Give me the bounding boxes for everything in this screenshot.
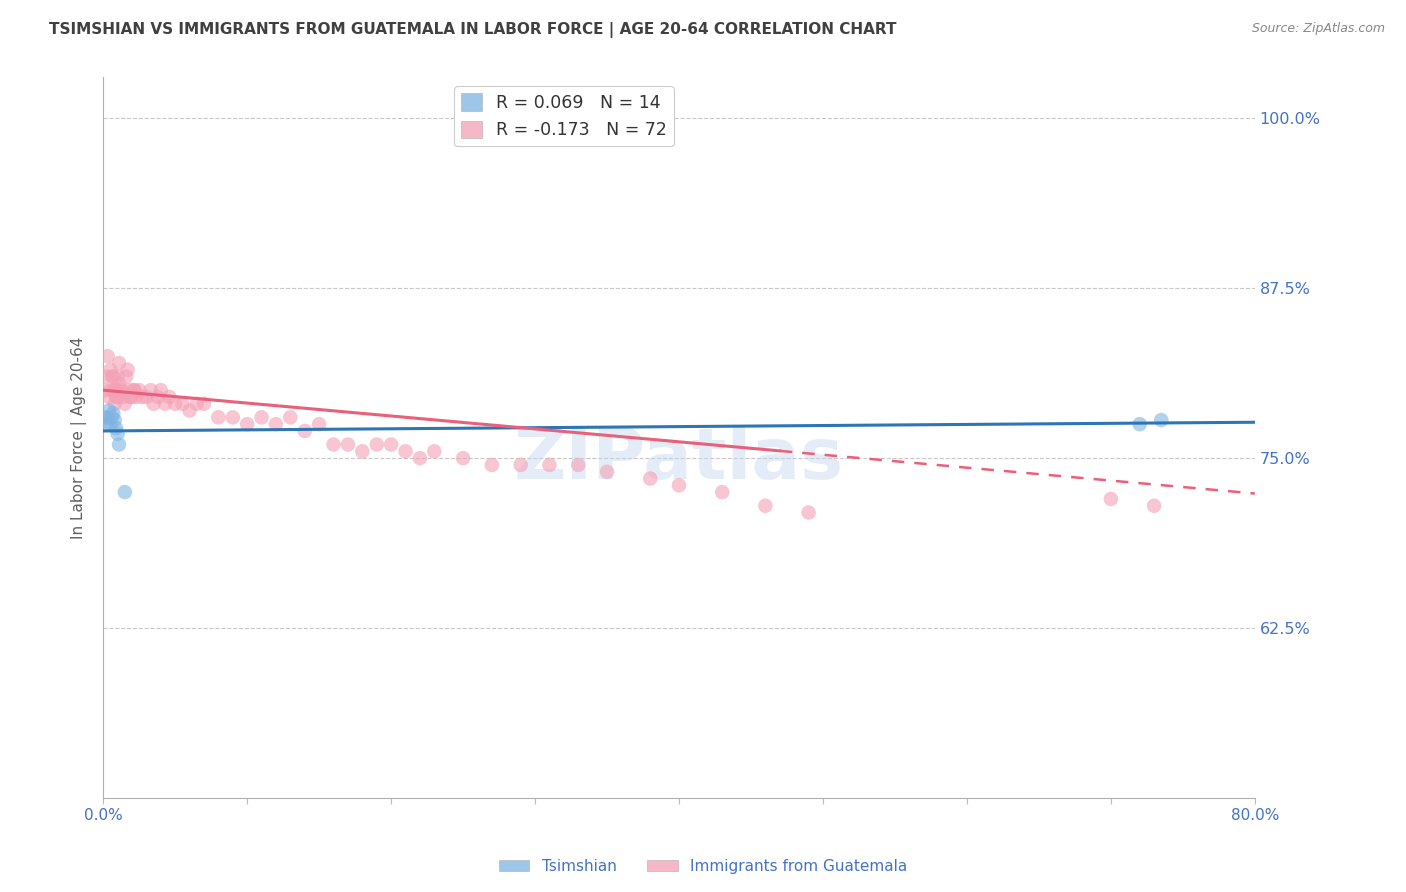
Point xyxy=(1099,491,1122,506)
Point xyxy=(165,397,187,411)
Point xyxy=(352,444,374,458)
Point xyxy=(135,390,157,404)
Point xyxy=(98,390,121,404)
Point xyxy=(101,369,124,384)
Point xyxy=(103,383,125,397)
Point xyxy=(754,499,776,513)
Point xyxy=(110,383,132,397)
Point xyxy=(264,417,287,432)
Point xyxy=(250,410,273,425)
Point xyxy=(117,363,139,377)
Point xyxy=(111,383,134,397)
Point xyxy=(139,383,162,397)
Point xyxy=(146,390,169,404)
Point xyxy=(105,390,128,404)
Point xyxy=(114,397,136,411)
Point xyxy=(179,403,201,417)
Point xyxy=(481,458,503,472)
Point xyxy=(100,363,122,377)
Point xyxy=(149,383,172,397)
Point xyxy=(94,369,117,384)
Point xyxy=(222,410,245,425)
Point xyxy=(108,437,131,451)
Point xyxy=(668,478,690,492)
Point xyxy=(711,485,734,500)
Point xyxy=(366,437,388,451)
Point xyxy=(100,383,122,397)
Point xyxy=(172,397,194,411)
Point xyxy=(112,390,135,404)
Point xyxy=(107,390,129,404)
Point xyxy=(96,349,118,363)
Point xyxy=(186,397,208,411)
Point xyxy=(121,390,143,404)
Point xyxy=(638,471,661,485)
Point xyxy=(107,426,129,441)
Point xyxy=(104,413,127,427)
Point xyxy=(409,451,432,466)
Point xyxy=(108,356,131,370)
Point xyxy=(103,369,125,384)
Point xyxy=(94,417,117,432)
Point xyxy=(153,397,176,411)
Point xyxy=(93,410,115,425)
Legend: R = 0.069   N = 14, R = -0.173   N = 72: R = 0.069 N = 14, R = -0.173 N = 72 xyxy=(454,87,673,146)
Point xyxy=(101,410,124,425)
Point xyxy=(96,410,118,425)
Point xyxy=(108,376,131,391)
Point xyxy=(380,437,402,451)
Point xyxy=(797,506,820,520)
Point xyxy=(120,390,142,404)
Point xyxy=(131,390,153,404)
Point xyxy=(115,369,138,384)
Text: ZIPatlas: ZIPatlas xyxy=(515,425,844,494)
Point xyxy=(394,444,416,458)
Point xyxy=(107,369,129,384)
Point xyxy=(124,383,146,397)
Point xyxy=(105,383,128,397)
Point xyxy=(114,485,136,500)
Point xyxy=(128,383,150,397)
Point xyxy=(336,437,359,451)
Point xyxy=(103,406,125,420)
Text: TSIMSHIAN VS IMMIGRANTS FROM GUATEMALA IN LABOR FORCE | AGE 20-64 CORRELATION CH: TSIMSHIAN VS IMMIGRANTS FROM GUATEMALA I… xyxy=(49,22,897,38)
Point xyxy=(451,451,474,466)
Point xyxy=(567,458,589,472)
Point xyxy=(104,383,127,397)
Point xyxy=(538,458,561,472)
Point xyxy=(294,424,316,438)
Point xyxy=(207,410,229,425)
Point xyxy=(98,403,121,417)
Point xyxy=(105,421,128,435)
Point xyxy=(100,417,122,432)
Point xyxy=(104,397,127,411)
Y-axis label: In Labor Force | Age 20-64: In Labor Force | Age 20-64 xyxy=(72,336,87,539)
Point xyxy=(236,417,259,432)
Point xyxy=(1150,413,1173,427)
Point xyxy=(509,458,531,472)
Point xyxy=(322,437,344,451)
Point xyxy=(159,390,181,404)
Point xyxy=(125,390,148,404)
Point xyxy=(118,383,141,397)
Point xyxy=(93,383,115,397)
Point xyxy=(280,410,302,425)
Point xyxy=(142,397,165,411)
Point xyxy=(1129,417,1152,432)
Legend: Tsimshian, Immigrants from Guatemala: Tsimshian, Immigrants from Guatemala xyxy=(492,853,914,880)
Point xyxy=(193,397,215,411)
Point xyxy=(122,383,145,397)
Point xyxy=(1143,499,1166,513)
Point xyxy=(423,444,446,458)
Point xyxy=(308,417,330,432)
Text: Source: ZipAtlas.com: Source: ZipAtlas.com xyxy=(1251,22,1385,36)
Point xyxy=(596,465,619,479)
